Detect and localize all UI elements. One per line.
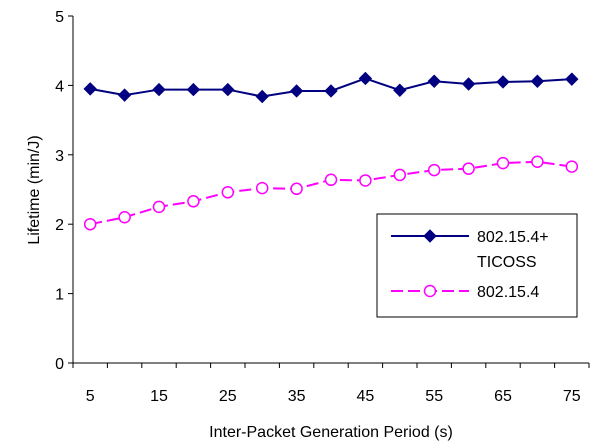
- x-tick-label: 65: [494, 388, 512, 405]
- data-point: [289, 84, 304, 98]
- data-point: [393, 83, 407, 97]
- data-point: [152, 82, 166, 97]
- data-point: [324, 173, 338, 187]
- data-point: [530, 74, 545, 88]
- data-point: [187, 195, 200, 208]
- data-point: [393, 168, 407, 182]
- data-point: [221, 186, 235, 199]
- data-point: [324, 84, 338, 98]
- x-tick-label: 25: [219, 388, 237, 405]
- x-axis-title: Inter-Packet Generation Period (s): [209, 424, 453, 441]
- y-axis-title: Lifetime (min/J): [26, 135, 43, 244]
- data-point: [255, 89, 269, 104]
- legend: 802.15.4+ TICOSS 802.15.4: [376, 213, 578, 318]
- y-tick-label: 2: [55, 217, 64, 234]
- data-point: [496, 156, 510, 170]
- data-point: [83, 217, 97, 231]
- legend-marker: [423, 229, 437, 243]
- y-tick-label: 0: [55, 356, 64, 373]
- y-tick-label: 4: [55, 78, 64, 95]
- data-point: [221, 82, 235, 97]
- y-axis: 0 1 2 3 4 5: [55, 9, 73, 373]
- y-tick-label: 3: [55, 148, 64, 165]
- data-point: [83, 82, 97, 96]
- legend-marker: [423, 284, 437, 298]
- y-tick-label: 5: [55, 9, 64, 26]
- data-point: [152, 200, 166, 214]
- data-point: [496, 75, 510, 89]
- x-axis: 5 15 25 35 45 55 65 75: [72, 363, 590, 405]
- x-tick-label: 15: [150, 388, 168, 405]
- data-point: [462, 162, 475, 175]
- x-tick-label: 45: [357, 388, 375, 405]
- x-tick-label: 55: [425, 388, 443, 405]
- legend-label: 802.15.4+: [477, 229, 549, 246]
- series-layer: [83, 71, 579, 231]
- x-tick-label: 75: [563, 388, 581, 405]
- legend-box: [376, 213, 578, 318]
- data-point: [290, 182, 303, 196]
- data-point: [255, 181, 269, 195]
- data-point: [118, 211, 131, 224]
- x-tick-label: 5: [86, 388, 95, 405]
- x-tick-label: 35: [288, 388, 306, 405]
- data-point: [359, 174, 372, 187]
- data-point: [117, 88, 132, 102]
- data-point: [186, 82, 201, 97]
- y-tick-label: 1: [55, 287, 64, 304]
- data-point: [461, 77, 476, 91]
- data-point: [358, 71, 373, 86]
- legend-label: 802.15.4: [477, 284, 539, 301]
- data-point: [427, 163, 441, 177]
- legend-label: TICOSS: [477, 254, 537, 271]
- data-point: [531, 155, 544, 168]
- series-0: [83, 71, 579, 104]
- data-point: [427, 74, 441, 88]
- plot-area: [72, 16, 589, 364]
- data-point: [565, 72, 579, 86]
- data-point: [565, 160, 579, 173]
- series-1: [83, 155, 579, 231]
